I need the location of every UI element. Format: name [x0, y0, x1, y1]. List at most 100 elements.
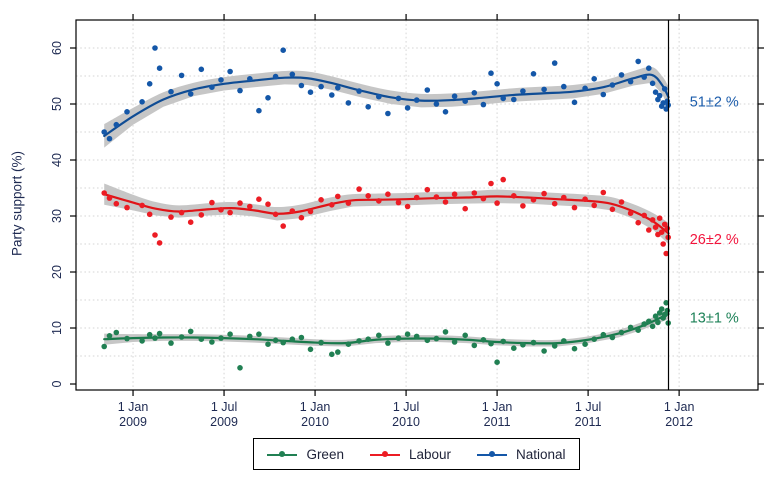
national-data-point	[318, 83, 324, 90]
national-data-point	[451, 93, 458, 99]
labour-data-point	[289, 208, 296, 214]
legend-item-national: National	[477, 447, 566, 462]
green-data-point	[511, 345, 517, 352]
green-data-point	[500, 338, 507, 345]
y-tick-label: 50	[50, 97, 64, 111]
labour-data-point	[356, 186, 362, 192]
y-tick-label: 0	[50, 380, 64, 387]
national-data-point	[385, 110, 391, 117]
labour-data-point	[442, 199, 449, 205]
national-data-point	[345, 100, 352, 106]
national-points	[101, 45, 671, 142]
green-line-marker-icon	[267, 451, 298, 458]
green-data-point	[101, 343, 107, 350]
green-data-point	[551, 343, 558, 349]
green-data-point	[146, 331, 153, 338]
national-result-annotation: 51±2 %	[690, 94, 739, 110]
national-data-point	[656, 92, 663, 99]
labour-data-point	[500, 176, 507, 183]
legend-label-labour: Labour	[408, 446, 452, 462]
national-data-point	[356, 88, 362, 94]
labour-data-point	[530, 197, 537, 203]
labour-data-point	[646, 227, 652, 233]
labour-data-point	[511, 193, 517, 199]
green-data-point	[237, 365, 243, 371]
x-tick-label: 1 Jan 2009	[118, 400, 149, 429]
legend-label-national: National	[516, 446, 566, 462]
national-data-point	[641, 74, 647, 80]
national-data-point	[661, 86, 668, 92]
green-data-point	[652, 313, 659, 320]
labour-data-point	[609, 206, 616, 213]
labour-data-point	[335, 193, 341, 200]
labour-data-point	[168, 214, 174, 220]
green-data-point	[635, 327, 641, 334]
green-data-point	[413, 333, 420, 340]
green-data-point	[376, 332, 382, 339]
national-data-point	[124, 109, 130, 115]
national-data-point	[101, 129, 107, 135]
national-data-point	[113, 121, 120, 128]
green-data-point	[661, 311, 668, 318]
green-data-point	[106, 333, 113, 339]
labour-data-point	[424, 186, 431, 193]
labour-data-point	[298, 214, 305, 221]
national-data-point	[376, 93, 382, 100]
labour-data-point	[471, 190, 478, 196]
x-tick-label: 1 Jan 2010	[300, 400, 331, 429]
national-data-point	[471, 90, 478, 96]
green-data-point	[209, 339, 215, 345]
green-data-point	[335, 349, 341, 355]
green-data-point	[600, 331, 607, 338]
national-data-point	[433, 101, 440, 107]
national-data-point	[218, 77, 224, 83]
labour-data-point	[101, 190, 107, 196]
green-data-point	[365, 336, 372, 343]
labour-data-point	[113, 200, 120, 207]
green-data-point	[488, 340, 494, 347]
green-data-point	[433, 335, 440, 342]
national-data-point	[329, 92, 335, 98]
green-data-point	[152, 335, 158, 341]
labour-data-point	[209, 199, 215, 206]
labour-data-point	[658, 229, 665, 235]
national-data-point	[168, 88, 174, 95]
national-data-point	[106, 135, 113, 142]
national-data-point	[178, 72, 185, 79]
national-data-point	[365, 104, 372, 110]
labour-data-point	[178, 209, 185, 216]
confidence-bands	[104, 66, 669, 347]
labour-data-point	[146, 211, 153, 218]
labour-data-point	[571, 204, 578, 211]
x-tick-label: 1 Jul 2010	[392, 400, 420, 429]
national-data-point	[280, 47, 287, 53]
labour-data-point	[641, 212, 647, 219]
x-tick-label: 1 Jul 2009	[210, 400, 238, 429]
y-tick-label: 10	[50, 321, 64, 335]
national-data-point	[582, 85, 588, 92]
green-data-point	[139, 338, 145, 344]
labour-line-marker-icon	[369, 451, 400, 458]
green-data-point	[663, 300, 669, 306]
national-data-point	[289, 71, 296, 78]
labour-data-point	[318, 197, 324, 203]
green-data-point	[385, 340, 391, 346]
labour-data-point	[227, 209, 233, 216]
x-tick-label: 1 Jul 2011	[575, 400, 602, 429]
national-data-point	[256, 107, 262, 114]
national-data-point	[198, 66, 205, 73]
green-data-point	[256, 331, 262, 338]
green-data-point	[582, 341, 588, 348]
labour-data-point	[365, 193, 372, 199]
national-data-point	[627, 78, 634, 85]
national-data-point	[494, 81, 500, 87]
labour-data-point	[494, 200, 500, 206]
national-data-point	[500, 95, 507, 102]
labour-data-point	[582, 196, 588, 202]
labour-data-point	[329, 202, 335, 208]
green-data-point	[395, 335, 402, 341]
green-data-point	[198, 336, 205, 343]
national-data-point	[265, 95, 271, 101]
national-data-point	[424, 87, 431, 93]
